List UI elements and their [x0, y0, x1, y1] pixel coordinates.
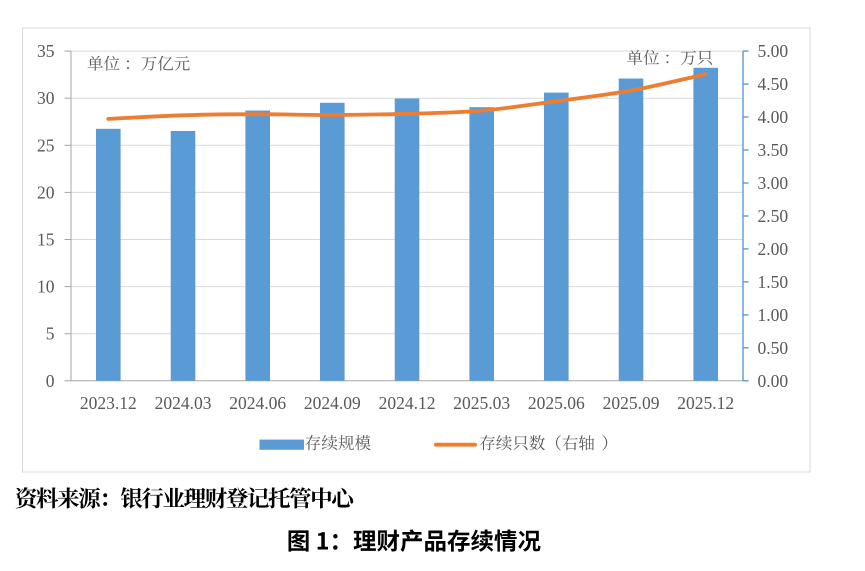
svg-text:10: 10: [37, 277, 55, 297]
svg-text:2025.03: 2025.03: [453, 393, 510, 413]
svg-text:0.50: 0.50: [758, 338, 789, 358]
svg-text:5: 5: [46, 324, 55, 344]
svg-text:35: 35: [37, 41, 55, 61]
svg-text:2.00: 2.00: [758, 239, 789, 259]
svg-text:2025.09: 2025.09: [603, 393, 660, 413]
svg-text:2024.12: 2024.12: [379, 393, 436, 413]
svg-text:2025.06: 2025.06: [528, 393, 585, 413]
svg-text:0.00: 0.00: [758, 371, 789, 391]
svg-text:2023.12: 2023.12: [80, 393, 137, 413]
svg-text:2025.12: 2025.12: [677, 393, 734, 413]
svg-text:20: 20: [37, 182, 55, 202]
svg-text:4.50: 4.50: [758, 74, 789, 94]
svg-text:15: 15: [37, 230, 55, 250]
svg-text:5.00: 5.00: [758, 41, 789, 61]
svg-text:0: 0: [46, 371, 55, 391]
svg-text:2024.09: 2024.09: [304, 393, 361, 413]
svg-text:1.00: 1.00: [758, 305, 789, 325]
svg-text:30: 30: [37, 88, 55, 108]
svg-text:2024.06: 2024.06: [229, 393, 286, 413]
svg-text:2.50: 2.50: [758, 206, 789, 226]
svg-text:4.00: 4.00: [758, 107, 789, 127]
svg-text:1.50: 1.50: [758, 272, 789, 292]
svg-text:25: 25: [37, 135, 55, 155]
svg-text:3.00: 3.00: [758, 173, 789, 193]
svg-text:3.50: 3.50: [758, 140, 789, 160]
svg-text:2024.03: 2024.03: [155, 393, 212, 413]
